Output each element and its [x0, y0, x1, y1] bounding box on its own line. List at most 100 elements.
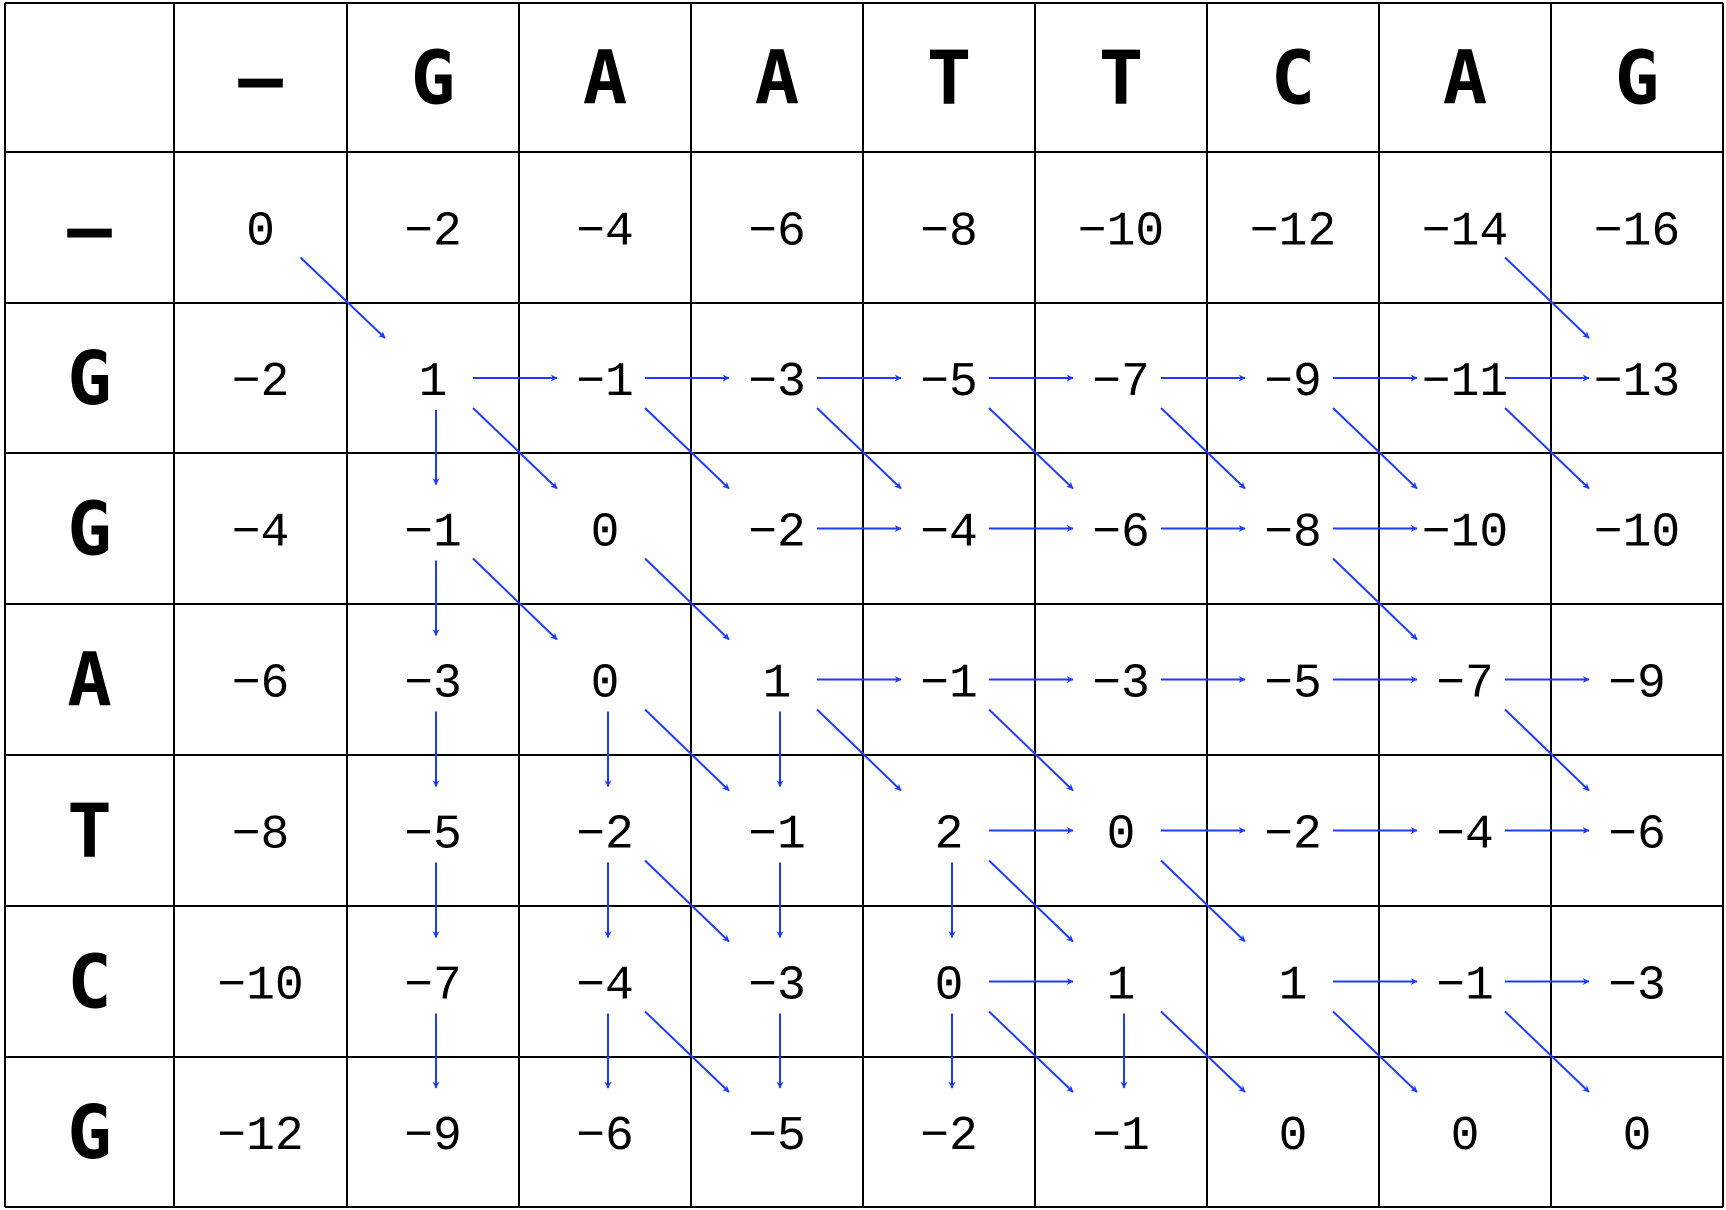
- score-cell: −9: [1264, 356, 1322, 410]
- score-cell: −6: [576, 1110, 634, 1164]
- left-sequence-letter: A: [67, 638, 112, 724]
- top-sequence-letter: A: [1443, 36, 1488, 122]
- left-sequence-letter: –: [67, 186, 112, 272]
- score-cell: 0: [246, 206, 275, 260]
- score-cell: −1: [920, 658, 978, 712]
- score-cell: −2: [748, 507, 806, 561]
- score-cell: −11: [1422, 356, 1508, 410]
- score-cell: 0: [1107, 809, 1136, 863]
- score-cell: −12: [1250, 206, 1336, 260]
- traceback-arrow-diag: [988, 1010, 1074, 1093]
- score-cell: −4: [920, 507, 978, 561]
- left-sequence-letter: G: [67, 1090, 112, 1176]
- traceback-arrow-diag: [1160, 407, 1246, 490]
- left-sequence-letter: C: [67, 940, 112, 1026]
- score-cells: 0 −2 −4 −6 −8 −10 −12 −14 −16−2 1 −1 −3 −5 −7 −9 −11 −13…: [217, 206, 1680, 1165]
- score-cell: −8: [1264, 507, 1322, 561]
- score-cell: −3: [1092, 658, 1150, 712]
- traceback-arrow-diag: [1332, 557, 1418, 641]
- score-cell: −6: [748, 206, 806, 260]
- score-cell: −4: [576, 960, 634, 1014]
- left-sequence-letter: G: [67, 487, 112, 573]
- score-cell: −5: [404, 809, 462, 863]
- top-sequence-letter: –: [238, 36, 283, 122]
- score-cell: −14: [1422, 206, 1508, 260]
- score-cell: 1: [763, 658, 792, 712]
- score-cell: −4: [232, 507, 290, 561]
- top-sequence-letter: G: [411, 36, 456, 122]
- score-cell: −10: [1594, 507, 1680, 561]
- traceback-arrow-diag: [1332, 1010, 1418, 1093]
- score-cell: −1: [404, 507, 462, 561]
- score-cell: −3: [404, 658, 462, 712]
- traceback-arrow-diag: [1332, 407, 1418, 490]
- score-cell: −7: [1436, 658, 1494, 712]
- score-cell: −5: [1264, 658, 1322, 712]
- top-sequence-letter: C: [1271, 36, 1316, 122]
- score-cell: −9: [404, 1110, 462, 1164]
- score-cell: −6: [232, 658, 290, 712]
- score-cell: −7: [1092, 356, 1150, 410]
- score-cell: −3: [748, 960, 806, 1014]
- score-cell: 0: [591, 507, 620, 561]
- score-cell: −2: [920, 1110, 978, 1164]
- score-cell: −8: [232, 809, 290, 863]
- traceback-arrow-diag: [988, 407, 1074, 490]
- score-cell: −2: [576, 809, 634, 863]
- score-cell: −1: [1092, 1110, 1150, 1164]
- grid-lines: [4, 2, 1724, 1208]
- traceback-arrow-diag: [1504, 407, 1590, 490]
- traceback-arrow-diag: [1160, 1010, 1246, 1093]
- traceback-arrow-diag: [988, 708, 1074, 792]
- top-sequence-letter: T: [1099, 36, 1144, 122]
- score-cell: −7: [404, 960, 462, 1014]
- score-cell: 0: [1623, 1110, 1652, 1164]
- score-cell: −4: [1436, 809, 1494, 863]
- score-cell: −3: [748, 356, 806, 410]
- score-cell: 0: [1451, 1110, 1480, 1164]
- traceback-arrow-diag: [644, 708, 730, 792]
- score-cell: −4: [576, 206, 634, 260]
- score-cell: 0: [1279, 1110, 1308, 1164]
- traceback-arrow-diag: [472, 557, 558, 641]
- score-cell: −2: [232, 356, 290, 410]
- score-cell: −6: [1092, 507, 1150, 561]
- score-cell: −6: [1608, 809, 1666, 863]
- score-cell: −16: [1594, 206, 1680, 260]
- traceback-arrow-diag: [644, 407, 730, 490]
- traceback-arrow-diag: [1504, 708, 1590, 792]
- score-cell: 1: [1279, 960, 1308, 1014]
- left-sequence-letter: G: [67, 336, 112, 422]
- traceback-arrow-diag: [472, 407, 558, 490]
- top-sequence-letter: A: [583, 36, 628, 122]
- score-cell: −12: [217, 1110, 303, 1164]
- traceback-arrow-diag: [644, 1010, 730, 1093]
- score-cell: −10: [217, 960, 303, 1014]
- top-sequence-letter: T: [927, 36, 972, 122]
- traceback-arrow-diag: [644, 859, 730, 943]
- left-sequence-letter: T: [67, 789, 112, 875]
- score-cell: 1: [1107, 960, 1136, 1014]
- traceback-arrow-diag: [299, 256, 386, 339]
- traceback-arrow-diag: [816, 407, 902, 490]
- score-cell: 0: [935, 960, 964, 1014]
- traceback-arrow-diag: [644, 557, 730, 641]
- traceback-arrow-diag: [816, 708, 902, 792]
- top-sequence-letter: G: [1615, 36, 1660, 122]
- score-cell: −1: [1436, 960, 1494, 1014]
- score-cell: −5: [748, 1110, 806, 1164]
- score-cell: −3: [1608, 960, 1666, 1014]
- score-cell: −13: [1594, 356, 1680, 410]
- traceback-arrow-diag: [1504, 1010, 1590, 1093]
- traceback-arrows: [299, 256, 1590, 1093]
- traceback-arrow-diag: [1160, 859, 1246, 943]
- score-cell: −1: [748, 809, 806, 863]
- score-cell: −2: [1264, 809, 1322, 863]
- score-cell: −10: [1422, 507, 1508, 561]
- score-cell: 1: [419, 356, 448, 410]
- score-cell: −8: [920, 206, 978, 260]
- score-cell: −9: [1608, 658, 1666, 712]
- top-sequence-letter: A: [755, 36, 800, 122]
